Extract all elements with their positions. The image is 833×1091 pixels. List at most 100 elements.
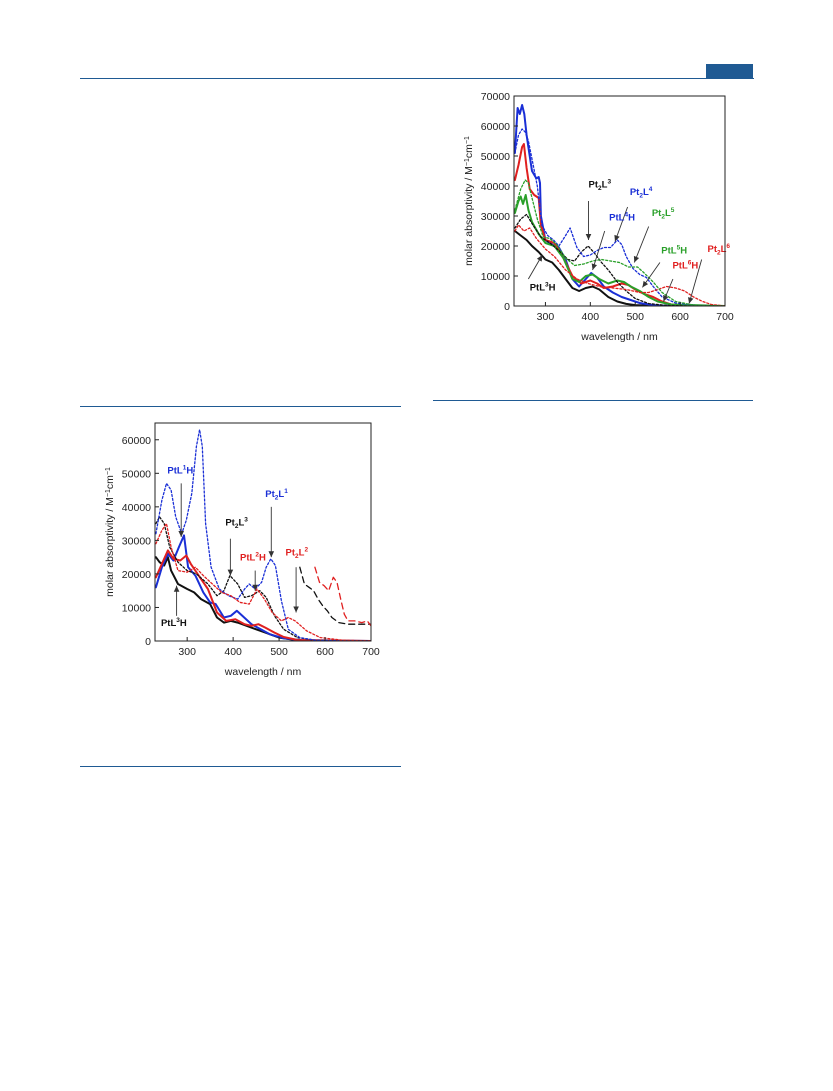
annotation-label-sub: 2: [661, 214, 665, 221]
tick-layer: 300 400 500 600 700 0 10000 20000 30000 40000 5000…: [481, 91, 734, 323]
series-line-1: [514, 104, 725, 306]
annotation-arrowhead: [268, 551, 275, 558]
x-tick-label: 600: [316, 646, 334, 658]
tick-layer: 300 400 500 600 700 0 10000 20000 30000 40000 5000…: [122, 435, 380, 658]
annotation-arrowhead: [591, 263, 597, 270]
x-tick-label: 700: [362, 646, 380, 658]
annotation-arrow-line: [592, 230, 606, 271]
series-layer: [155, 429, 371, 641]
header-rule: [80, 78, 754, 79]
y-axis-label-sup1: −1: [464, 158, 471, 166]
annotation-arrowhead: [633, 255, 640, 263]
series-line-6: [514, 224, 725, 306]
annotation-arrowhead: [642, 280, 649, 288]
annotation-label-main: PtL: [661, 246, 677, 257]
annotation-label-tail: H: [680, 246, 687, 257]
annotation-label-sub: 2: [295, 553, 299, 560]
annotation-label-sup: 1: [284, 488, 288, 495]
plot-frame: [513, 95, 726, 307]
annotation-label-main: Pt: [652, 208, 662, 219]
y-axis-label-sup2: −1: [105, 467, 112, 475]
annotation-label: PtL3H: [161, 617, 187, 629]
annotation-label-tail: H: [186, 465, 193, 476]
annotation-label: PtL6H: [672, 260, 698, 272]
series-line-6: [299, 566, 371, 625]
x-tick-label: 600: [671, 311, 689, 323]
figure-top-bottom-rule: [433, 400, 753, 401]
annotation-label-sup: 3: [244, 516, 248, 523]
series-line-0: [514, 230, 725, 306]
y-tick-label: 20000: [122, 569, 151, 581]
annotation-label-tail: H: [259, 553, 266, 564]
x-tick-label: 400: [582, 311, 600, 323]
annotation-label-sup: 4: [624, 212, 628, 219]
annotation-label-sub: 2: [598, 185, 602, 192]
annotation-arrowhead: [227, 569, 234, 576]
annotation-label-sup: 6: [726, 243, 730, 250]
annotation-arrowhead: [585, 234, 592, 240]
annotation-label-main: PtL: [167, 465, 183, 476]
y-axis-label-sup1: −1: [105, 489, 112, 497]
annotation-label: Pt2L1: [265, 488, 288, 502]
annotation-label-main: Pt: [225, 517, 235, 528]
plot-frame: [154, 422, 372, 642]
annotation-label: PtL2H: [240, 552, 266, 564]
annotation-label-main: Pt: [265, 489, 275, 500]
annotation-label-sup: 6: [688, 260, 692, 267]
annotation-label: Pt2L4: [630, 186, 653, 200]
x-tick-label: 300: [178, 646, 196, 658]
annotation-label-sup: 3: [176, 617, 180, 624]
annotation-label-mid: L: [721, 244, 727, 255]
annotation-label-main: PtL: [161, 618, 177, 629]
y-axis-label-text: molar absorptivity / M: [104, 497, 116, 597]
annotation-arrowhead: [293, 606, 299, 613]
x-axis-label: wavelength / nm: [580, 331, 658, 343]
y-tick-label: 70000: [481, 91, 510, 103]
header-page-tab: [706, 64, 753, 79]
y-tick-label: 10000: [481, 271, 510, 283]
y-tick-label: 10000: [122, 602, 151, 614]
annotation-arrow-line: [633, 226, 650, 263]
x-tick-label: 300: [537, 311, 555, 323]
annotation-label-sup: 3: [607, 179, 611, 186]
annotation-label-mid: L: [299, 547, 305, 558]
annotation-arrowhead: [252, 584, 258, 591]
annotation-label-mid: L: [238, 517, 244, 528]
y-tick-label: 60000: [481, 121, 510, 133]
annotation-label: PtL5H: [661, 245, 687, 257]
y-axis-label-mid: cm: [104, 475, 116, 489]
annotation-label-tail: H: [628, 213, 635, 224]
y-axis-label-sup2: −1: [464, 136, 471, 144]
annotation-arrow-line: [614, 206, 629, 242]
annotation-label-main: PtL: [530, 282, 546, 293]
x-tick-label: 400: [224, 646, 242, 658]
annotation-label-sub: 2: [275, 494, 279, 501]
annotation-label-sup: 2: [304, 546, 308, 553]
annotation-arrowhead: [173, 585, 180, 592]
series-line-4: [155, 429, 371, 641]
annotation-label-sup: 5: [677, 245, 681, 252]
annotation-label: PtL1H: [167, 464, 193, 476]
annotation-label-main: PtL: [609, 213, 625, 224]
annotation-label-sup: 3: [545, 281, 549, 288]
y-tick-label: 0: [504, 301, 510, 313]
annotation-label-main: Pt: [589, 180, 599, 191]
annotation-label-main: Pt: [286, 547, 296, 558]
annotation-label-sup: 4: [649, 186, 653, 193]
y-tick-label: 50000: [481, 151, 510, 163]
annotation-label-main: PtL: [672, 261, 688, 272]
y-tick-label: 30000: [481, 211, 510, 223]
series-line-7: [314, 566, 371, 627]
annotation-arrowhead: [178, 531, 184, 537]
series-line-2: [155, 549, 371, 641]
annotation-label-sup: 5: [671, 207, 675, 214]
series-line-7: [514, 179, 725, 306]
annotation-label-main: Pt: [630, 187, 640, 198]
annotation-label-mid: L: [278, 489, 284, 500]
annotation-label: Pt2L2: [286, 546, 309, 560]
annotation-label-sub: 2: [717, 250, 721, 257]
